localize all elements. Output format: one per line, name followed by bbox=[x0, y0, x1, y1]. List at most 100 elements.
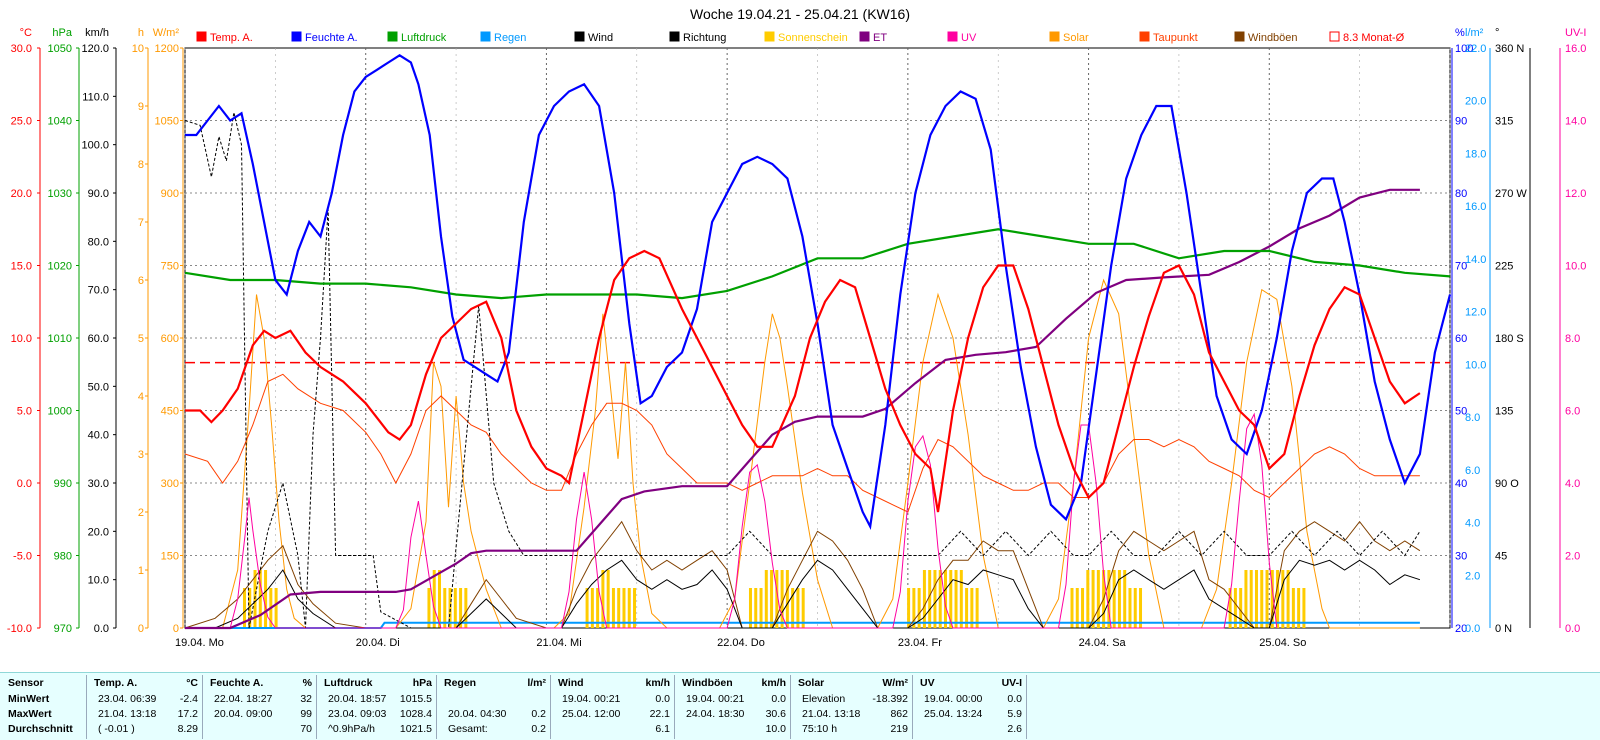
stats-value: 19.04. 00:00 bbox=[924, 693, 983, 705]
axis-tick-direction: 90 O bbox=[1495, 478, 1519, 490]
sunshine-bar bbox=[791, 588, 795, 628]
stats-value: 22.04. 18:27 bbox=[214, 693, 273, 705]
sunshine-bar bbox=[933, 570, 937, 628]
stats-value: 75:10 h bbox=[802, 723, 838, 735]
axis-tick-humidity: 80 bbox=[1455, 188, 1467, 200]
axis-tick-solar: 600 bbox=[161, 333, 179, 345]
stats-value: 21.04. 13:18 bbox=[802, 708, 861, 720]
stats-header: Temp. A. bbox=[94, 677, 138, 689]
sunshine-bar bbox=[959, 570, 963, 628]
axis-tick-humidity: 30 bbox=[1455, 551, 1467, 563]
stats-value: 1028.4 bbox=[399, 708, 432, 720]
stats-value: -2.4 bbox=[179, 693, 198, 705]
stats-gusts: Windböen km/h 19.04. 00:21 0.0 24.04. 18:30 3… bbox=[678, 675, 791, 739]
axis-unit-humidity: % bbox=[1455, 27, 1465, 39]
stats-value: 6.1 bbox=[655, 723, 670, 735]
sunshine-bar bbox=[622, 588, 626, 628]
sunshine-bar bbox=[780, 570, 784, 628]
axis-tick-humidity: 70 bbox=[1455, 261, 1467, 273]
stats-value: 32 bbox=[300, 693, 312, 705]
legend-swatch-12 bbox=[1329, 31, 1340, 42]
axis-tick-pressure: 980 bbox=[54, 551, 72, 563]
stats-value: 21.04. 13:18 bbox=[98, 708, 157, 720]
axis-tick-humidity: 20 bbox=[1455, 623, 1467, 635]
stats-value: 25.04. 13:24 bbox=[924, 708, 983, 720]
axis-unit-sunshine: h bbox=[138, 27, 144, 39]
sunshine-bar bbox=[1249, 570, 1253, 628]
axis-tick-rain: 6.0 bbox=[1465, 465, 1480, 477]
day-label: 23.04. Fr bbox=[898, 637, 942, 649]
stats-value: -18.392 bbox=[872, 693, 908, 705]
stats-value: 23.04. 06:39 bbox=[98, 693, 157, 705]
axis-tick-uv: 12.0 bbox=[1565, 188, 1586, 200]
stats-unit: °C bbox=[186, 677, 198, 689]
stats-value: 30.6 bbox=[765, 708, 786, 720]
sunshine-bar bbox=[1228, 588, 1232, 628]
axis-tick-wind: 0.0 bbox=[94, 623, 109, 635]
sunshine-bar bbox=[759, 588, 763, 628]
sunshine-bar bbox=[432, 570, 436, 628]
stats-row-label: Durchschnitt bbox=[8, 723, 73, 735]
day-label: 19.04. Mo bbox=[175, 637, 224, 649]
axis-tick-direction: 0 N bbox=[1495, 623, 1512, 635]
sunshine-bar bbox=[453, 588, 457, 628]
stats-header: Feuchte A. bbox=[210, 677, 264, 689]
sunshine-bar bbox=[1123, 570, 1127, 628]
weather-chart: Woche 19.04.21 - 25.04.21 (KW16) Temp. A… bbox=[7, 6, 1587, 649]
legend-swatch-2 bbox=[387, 31, 398, 42]
axis-tick-sunshine: 2 bbox=[138, 507, 144, 519]
stats-value: 0.0 bbox=[655, 693, 670, 705]
axis-tick-rain: 16.0 bbox=[1465, 201, 1486, 213]
axis-tick-sunshine: 3 bbox=[138, 449, 144, 461]
sunshine-bar bbox=[627, 588, 631, 628]
grid bbox=[184, 48, 1451, 628]
sunshine-bar bbox=[907, 588, 911, 628]
axis-tick-sunshine: 7 bbox=[138, 217, 144, 229]
axis-tick-sunshine: 1 bbox=[138, 565, 144, 577]
stats-value: 1015.5 bbox=[399, 693, 432, 705]
stats-unit: UV-I bbox=[1001, 677, 1022, 689]
axis-tick-sunshine: 8 bbox=[138, 159, 144, 171]
stats-wind: Wind km/h 19.04. 00:21 0.0 25.04. 12:00 22.1 6… bbox=[554, 675, 675, 739]
stats-value: 5.9 bbox=[1007, 708, 1022, 720]
axis-tick-wind: 60.0 bbox=[88, 333, 109, 345]
sunshine-bar bbox=[601, 570, 605, 628]
stats-header: Windböen bbox=[682, 677, 733, 689]
axis-tick-sunshine: 9 bbox=[138, 101, 144, 113]
stats-value: 25.04. 12:00 bbox=[562, 708, 621, 720]
axis-tick-temp: -10.0 bbox=[7, 623, 32, 635]
stats-value: 20.04. 09:00 bbox=[214, 708, 273, 720]
legend-swatch-10 bbox=[1139, 31, 1150, 42]
sunshine-bar bbox=[1086, 570, 1090, 628]
sunshine-bar bbox=[917, 588, 921, 628]
legend-swatch-8 bbox=[947, 31, 958, 42]
axis-tick-pressure: 1020 bbox=[48, 261, 72, 273]
axis-tick-rain: 4.0 bbox=[1465, 518, 1480, 530]
axis-tick-rain: 10.0 bbox=[1465, 359, 1486, 371]
stats-value: 0.0 bbox=[1007, 693, 1022, 705]
sunshine-bar bbox=[427, 588, 431, 628]
sunshine-bars bbox=[242, 570, 1306, 628]
sunshine-bar bbox=[633, 588, 637, 628]
stats-value: ( -0.01 ) bbox=[98, 723, 135, 735]
stats-value: 19.04. 00:21 bbox=[562, 693, 621, 705]
sunshine-bar bbox=[785, 570, 789, 628]
axis-tick-rain: 18.0 bbox=[1465, 148, 1486, 160]
legend-label-12: 8.3 Monat-Ø bbox=[1343, 32, 1405, 44]
axis-unit-pressure: hPa bbox=[52, 27, 72, 39]
axis-unit-solar: W/m² bbox=[153, 27, 180, 39]
stats-value: 20.04. 18:57 bbox=[328, 693, 387, 705]
axis-tick-temp: 15.0 bbox=[11, 261, 32, 273]
axis-tick-wind: 110.0 bbox=[82, 91, 109, 103]
sunshine-bar bbox=[590, 588, 594, 628]
legend-swatch-7 bbox=[859, 31, 870, 42]
axis-tick-temp: 20.0 bbox=[11, 188, 32, 200]
day-label: 24.04. Sa bbox=[1079, 637, 1127, 649]
stats-value: ^0.9hPa/h bbox=[328, 723, 375, 735]
axis-tick-rain: 20.0 bbox=[1465, 96, 1486, 108]
sunshine-bar bbox=[1302, 588, 1306, 628]
sunshine-bar bbox=[970, 588, 974, 628]
legend-swatch-9 bbox=[1049, 31, 1060, 42]
day-label: 21.04. Mi bbox=[536, 637, 581, 649]
axis-tick-direction: 270 W bbox=[1495, 188, 1527, 200]
